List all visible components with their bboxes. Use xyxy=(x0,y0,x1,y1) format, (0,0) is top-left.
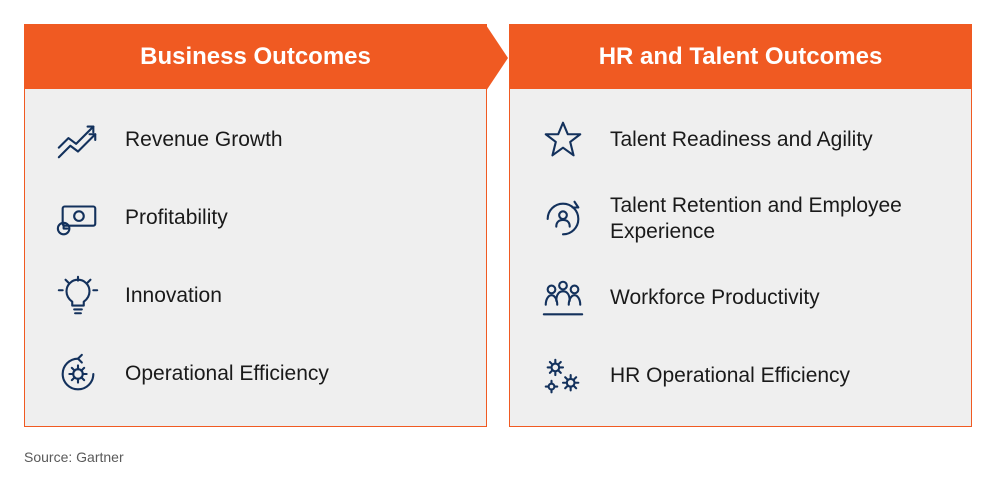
panel-title: Business Outcomes xyxy=(140,43,371,70)
outcome-item: Workforce Productivity xyxy=(538,274,943,324)
bulb-icon xyxy=(53,271,103,321)
outcome-item: Talent Retention and Employee Experience xyxy=(538,193,943,246)
panel-body: Revenue Growth Profitability Innovation … xyxy=(25,89,486,426)
panel-body: Talent Readiness and Agility Talent Rete… xyxy=(510,89,971,426)
outcome-row: Business Outcomes Revenue Growth Profita… xyxy=(24,24,972,427)
panel-business-outcomes: Business Outcomes Revenue Growth Profita… xyxy=(24,24,487,427)
outcome-label: Profitability xyxy=(125,205,228,231)
person-cycle-icon xyxy=(538,194,588,244)
gear-cycle-icon xyxy=(53,349,103,399)
panel-hr-outcomes: HR and Talent Outcomes Talent Readiness … xyxy=(509,24,972,427)
outcome-item: Operational Efficiency xyxy=(53,349,458,399)
outcome-item: Revenue Growth xyxy=(53,115,458,165)
money-icon xyxy=(53,193,103,243)
outcome-label: Talent Retention and Employee Experience xyxy=(610,193,943,246)
panel-header: Business Outcomes xyxy=(25,25,486,89)
panel-title: HR and Talent Outcomes xyxy=(599,43,883,70)
outcome-item: HR Operational Efficiency xyxy=(538,352,943,402)
outcome-label: Operational Efficiency xyxy=(125,361,329,387)
team-icon xyxy=(538,274,588,324)
panel-header: HR and Talent Outcomes xyxy=(510,25,971,89)
outcome-label: Workforce Productivity xyxy=(610,285,820,311)
gears-icon xyxy=(538,352,588,402)
outcome-label: Revenue Growth xyxy=(125,127,283,153)
growth-icon xyxy=(53,115,103,165)
outcome-label: Talent Readiness and Agility xyxy=(610,127,873,153)
outcome-label: HR Operational Efficiency xyxy=(610,363,850,389)
star-icon xyxy=(538,115,588,165)
outcome-item: Profitability xyxy=(53,193,458,243)
outcome-item: Innovation xyxy=(53,271,458,321)
source-attribution: Source: Gartner xyxy=(24,449,972,465)
outcome-item: Talent Readiness and Agility xyxy=(538,115,943,165)
outcome-label: Innovation xyxy=(125,283,222,309)
